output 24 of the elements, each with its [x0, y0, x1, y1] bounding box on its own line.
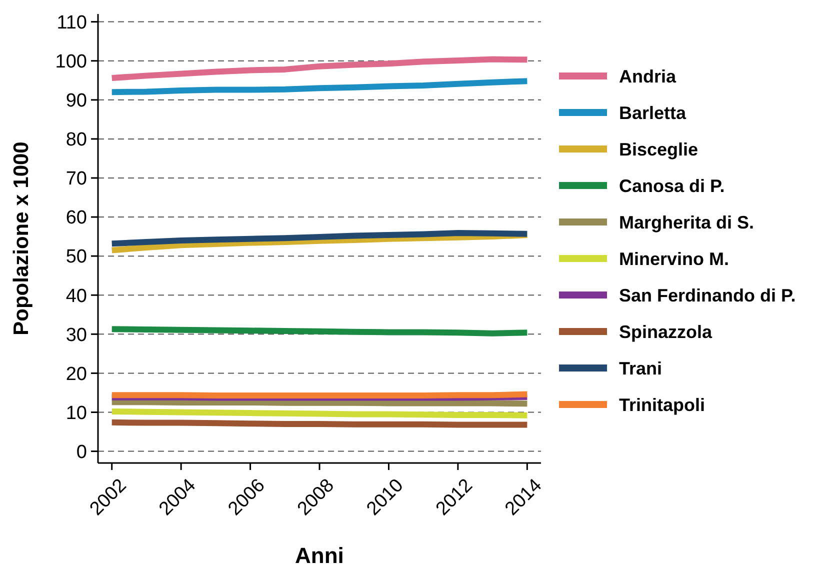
legend-label: Trani: [619, 358, 662, 378]
y-tick-label: 110: [56, 12, 87, 34]
legend-label: Minervino M.: [619, 248, 730, 269]
legend-label: Margherita di S.: [619, 212, 754, 232]
y-tick-label: 100: [55, 52, 87, 72]
x-axis-title: Anni: [295, 543, 344, 568]
legend-label: Canosa di P.: [619, 176, 725, 196]
y-tick-label: 50: [66, 246, 87, 268]
y-tick-label: 40: [66, 286, 87, 307]
y-tick-label: 20: [66, 364, 87, 385]
y-tick-label: 70: [66, 168, 87, 190]
y-tick-label: 10: [66, 402, 87, 424]
y-tick-label: 80: [66, 130, 87, 151]
y-tick-label: 30: [66, 324, 87, 346]
y-tick-label: 60: [66, 208, 87, 229]
legend-label: Spinazzola: [619, 322, 714, 342]
legend-label: Barletta: [619, 102, 688, 123]
legend-label: Trinitapoli: [619, 394, 706, 415]
y-tick-label: 90: [66, 90, 87, 112]
y-tick-label: 0: [76, 442, 87, 463]
y-axis-title: Popolazione x 1000: [10, 142, 33, 336]
legend-label: Andria: [619, 66, 677, 86]
legend-label: Bisceglie: [619, 139, 698, 160]
legend-label: San Ferdinando di P.: [619, 285, 796, 306]
